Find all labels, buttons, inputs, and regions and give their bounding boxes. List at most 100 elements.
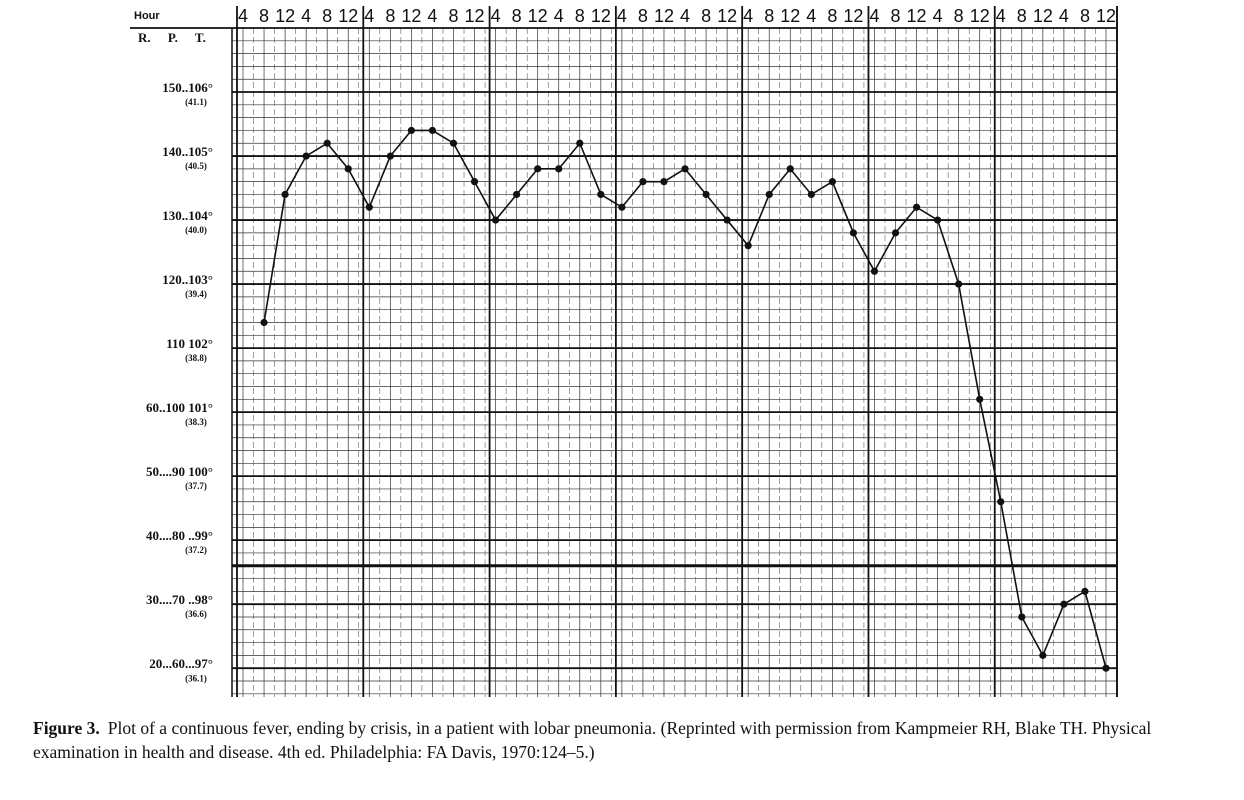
data-point (428, 126, 437, 135)
data-point (555, 165, 563, 173)
y-tick-sublabel: (41.1) (185, 97, 207, 107)
data-point (513, 190, 521, 199)
x-tick-label: 4 (364, 6, 374, 26)
x-tick-label: 12 (401, 6, 421, 26)
x-tick-label: 12 (275, 6, 295, 26)
data-point (618, 203, 626, 211)
data-point (344, 165, 352, 173)
data-point (723, 216, 731, 224)
x-tick-label: 4 (491, 6, 501, 26)
data-point (534, 165, 542, 173)
x-tick-label: 12 (338, 6, 358, 26)
y-tick-label: 20...60...97° (149, 656, 213, 671)
data-point (323, 139, 331, 147)
x-tick-label: 12 (717, 6, 737, 26)
data-point (1018, 613, 1026, 621)
data-point (765, 190, 773, 199)
data-point (1102, 664, 1110, 672)
x-tick-label: 12 (1096, 6, 1116, 26)
x-tick-label: 8 (385, 6, 395, 26)
y-tick-sublabel: (40.5) (185, 161, 207, 171)
x-tick-label: 8 (322, 6, 332, 26)
x-tick-label: 8 (1080, 6, 1090, 26)
y-tick-sublabel: (36.1) (185, 673, 207, 683)
x-tick-label: 12 (843, 6, 863, 26)
x-tick-label: 12 (528, 6, 548, 26)
data-point (260, 318, 268, 327)
data-point (934, 216, 942, 224)
data-point (997, 498, 1005, 506)
data-point (1039, 651, 1047, 659)
data-point (786, 165, 794, 173)
data-point (807, 190, 815, 199)
x-tick-label: 8 (638, 6, 648, 26)
x-tick-label: 4 (427, 6, 437, 26)
data-point (597, 190, 605, 199)
caption: Figure 3. Plot of a continuous fever, end… (33, 716, 1223, 764)
y-tick-sublabel: (39.4) (185, 289, 207, 299)
x-tick-label: 4 (933, 6, 943, 26)
y-tick-label: 120..103° (162, 272, 213, 287)
x-tick-label: 12 (907, 6, 927, 26)
x-tick-label: 8 (891, 6, 901, 26)
y-tick-sublabel: (37.7) (185, 481, 207, 491)
x-tick-label: 8 (448, 6, 458, 26)
data-point (1081, 587, 1089, 595)
x-tick-label: 12 (654, 6, 674, 26)
chart: Hour R. P. T. 150..106° (41.1) 140..105° (4… (130, 6, 1118, 697)
x-tick-label: 4 (869, 6, 879, 26)
data-point (281, 190, 289, 199)
data-point (744, 242, 752, 250)
y-tick-sublabel: (40.0) (185, 225, 207, 235)
y-tick-label: 140..105° (162, 144, 213, 159)
data-point (702, 190, 710, 199)
y-tick-label: 110 102° (166, 336, 213, 351)
x-tick-label: 8 (701, 6, 711, 26)
caption-text: Plot of a continuous fever, ending by cr… (33, 718, 1152, 762)
y-tick-sublabel: (37.2) (185, 545, 207, 555)
x-tick-label: 4 (554, 6, 564, 26)
x-tick-label: 4 (680, 6, 690, 26)
y-tick-label: 30....70 ..98° (146, 592, 213, 607)
y-tick-label: 50....90 100° (146, 464, 213, 479)
x-tick-label: 4 (301, 6, 311, 26)
x-tick-label: 4 (806, 6, 816, 26)
hour-header: Hour (134, 10, 160, 22)
data-point (681, 165, 689, 173)
x-tick-label: 8 (954, 6, 964, 26)
data-point (976, 395, 984, 403)
x-tick-label: 12 (780, 6, 800, 26)
data-point (407, 126, 415, 135)
y-tick-sublabel: (38.8) (185, 353, 207, 363)
y-tick-label: 150..106° (162, 80, 213, 95)
data-point (828, 178, 836, 186)
data-point (576, 139, 584, 147)
data-point (849, 229, 858, 237)
y-tick-sublabel: (38.3) (185, 417, 207, 427)
data-point (955, 280, 963, 288)
data-point (386, 152, 394, 160)
x-tick-label: 8 (764, 6, 774, 26)
x-tick-label: 8 (827, 6, 837, 26)
x-tick-label: 8 (1017, 6, 1027, 26)
y-tick-label: 40....80 ..99° (146, 528, 213, 543)
x-tick-label: 4 (996, 6, 1006, 26)
x-tick-label: 4 (238, 6, 248, 26)
x-tick-label: 12 (591, 6, 611, 26)
data-point (870, 267, 879, 275)
data-point (470, 178, 479, 186)
x-tick-label: 4 (743, 6, 753, 26)
data-point (1060, 600, 1068, 608)
x-tick-label: 8 (575, 6, 585, 26)
y-tick-sublabel: (36.6) (185, 609, 207, 619)
data-point (912, 203, 921, 211)
data-point (449, 139, 458, 147)
data-point (302, 152, 310, 160)
x-tick-label: 4 (617, 6, 627, 26)
x-tick-label: 4 (1059, 6, 1069, 26)
data-point (365, 203, 373, 211)
y-tick-label: 60..100 101° (146, 400, 213, 415)
data-point (491, 216, 500, 224)
x-tick-label: 12 (1033, 6, 1053, 26)
